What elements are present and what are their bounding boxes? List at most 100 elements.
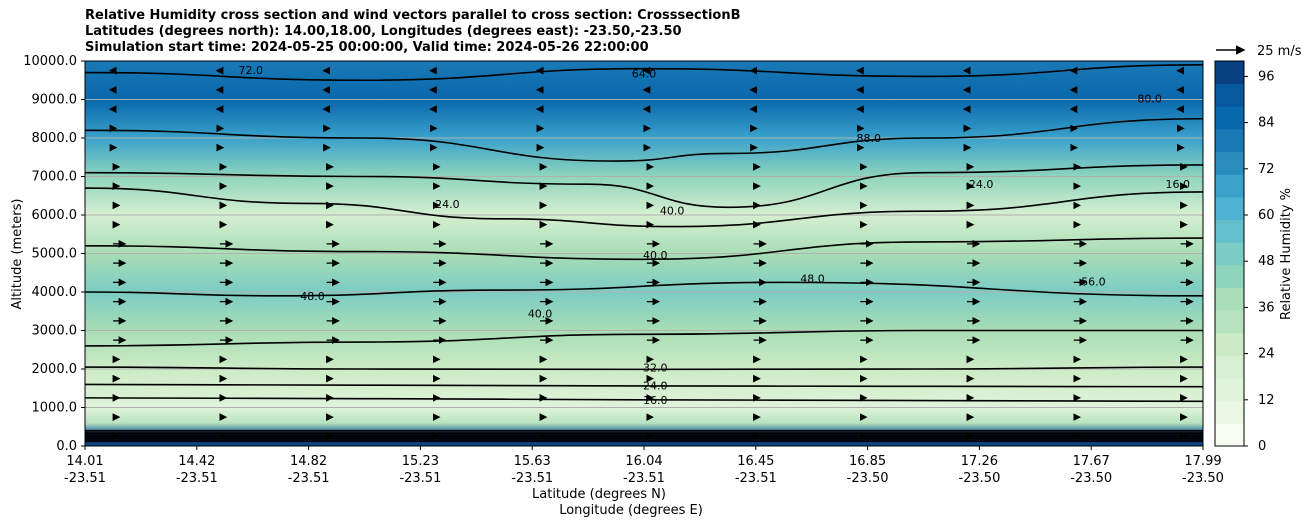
contour-line — [84, 366, 1204, 371]
contour-label: 24.0 — [643, 380, 668, 393]
colorbar-segment — [1215, 423, 1244, 447]
x-tick-label-lon: -23.51 — [735, 471, 777, 486]
y-tick-label: 3000.0 — [32, 324, 78, 339]
colorbar-segment — [1215, 355, 1244, 379]
contour-label: 32.0 — [643, 361, 668, 374]
contour-label: 72.0 — [238, 64, 263, 77]
colorbar-segment — [1215, 287, 1244, 311]
chart-title-line-3: Simulation start time: 2024-05-25 00:00:… — [85, 40, 649, 55]
chart-title-line-2: Latitudes (degrees north): 14.00,18.00, … — [85, 24, 682, 39]
colorbar-segment — [1215, 174, 1244, 198]
chart-title-line-1: Relative Humidity cross section and wind… — [85, 8, 741, 23]
y-tick-label: 8000.0 — [32, 131, 78, 146]
x-tick-label-lon: -23.50 — [958, 471, 1000, 486]
x-tick-label-lat: 15.23 — [402, 454, 439, 469]
contour-lines — [84, 64, 1204, 443]
y-tick-label: 2000.0 — [32, 362, 78, 377]
y-tick-label: 9000.0 — [32, 93, 78, 108]
colorbar-tick-label: 48 — [1258, 254, 1275, 269]
contour-label: 40.0 — [528, 308, 553, 321]
x-tick-label-lon: -23.51 — [176, 471, 218, 486]
quiver-key-label: 25 m/s — [1257, 44, 1302, 59]
contour-line — [84, 164, 1204, 209]
y-tick-label: 0.0 — [56, 439, 77, 454]
colorbar-segment — [1215, 196, 1244, 221]
colorbar-segment — [1215, 128, 1244, 153]
contour-label: 64.0 — [632, 67, 657, 80]
y-tick-label: 5000.0 — [32, 247, 78, 262]
x-tick-label-lat: 16.04 — [625, 454, 662, 469]
contour-label: 80.0 — [1137, 93, 1162, 106]
plot-area: 16.024.032.040.040.048.048.0 56.024.0 40.0… — [84, 60, 1204, 447]
contour-line — [84, 237, 1204, 261]
x-axis-label-secondary: Longitude (degrees E) — [559, 503, 703, 518]
x-tick-label-lon: -23.50 — [1070, 471, 1112, 486]
quiver-key: 25 m/s — [1216, 44, 1302, 59]
x-tick-label-lat: 17.26 — [961, 454, 998, 469]
contour-label: 16.0 — [1165, 178, 1190, 191]
x-tick-label-lon: -23.50 — [1182, 471, 1224, 486]
contour-line — [84, 397, 1204, 403]
colorbar-segment — [1215, 106, 1244, 130]
y-tick-label: 4000.0 — [32, 285, 78, 300]
colorbar-tick-label: 96 — [1258, 69, 1275, 84]
contour-label: 40.0 — [660, 204, 685, 217]
x-tick-label-lat: 14.01 — [66, 454, 103, 469]
colorbar-segment — [1215, 242, 1244, 266]
colorbar-tick-label: 60 — [1258, 208, 1275, 223]
contour-label: 40.0 — [643, 249, 668, 262]
colorbar-tick-label: 12 — [1258, 393, 1275, 408]
x-tick-label-lat: 15.63 — [514, 454, 551, 469]
x-tick-label-lat: 14.42 — [178, 454, 215, 469]
x-axis-label: Latitude (degrees N) — [532, 487, 666, 502]
contour-label: 24.0 — [969, 178, 994, 191]
contour-label: 48.0 — [300, 290, 325, 303]
x-tick-label-lat: 16.85 — [849, 454, 886, 469]
x-tick-label-lon: -23.51 — [623, 471, 665, 486]
contour-line — [84, 187, 1204, 228]
x-tick-label-lon: -23.51 — [399, 471, 441, 486]
colorbar-segment — [1215, 400, 1244, 424]
colorbar-tick-label: 24 — [1258, 347, 1275, 362]
colorbar-segment — [1215, 219, 1244, 243]
contour-line — [84, 383, 1204, 388]
x-tick-label-lon: -23.51 — [288, 471, 330, 486]
contour-label: 88.0 — [856, 132, 881, 145]
x-tick-label-lat: 17.67 — [1073, 454, 1110, 469]
x-tick-label-lon: -23.50 — [847, 471, 889, 486]
y-tick-label: 1000.0 — [32, 401, 78, 416]
colorbar-label: Relative Humidity % — [1279, 188, 1294, 320]
colorbar-segment — [1215, 264, 1244, 288]
x-tick-label-lon: -23.51 — [511, 471, 553, 486]
colorbar-tick-label: 36 — [1258, 300, 1275, 315]
contour-label: 16.0 — [643, 394, 668, 407]
x-tick-label-lon: -23.51 — [64, 471, 106, 486]
contour-line — [84, 281, 1204, 297]
colorbar-segment — [1215, 332, 1244, 356]
x-tick-label-lat: 16.45 — [737, 454, 774, 469]
x-tick-label-lat: 14.82 — [290, 454, 327, 469]
contour-line — [84, 117, 1204, 162]
colorbar-tick-label: 0 — [1258, 439, 1266, 454]
colorbar-segment — [1215, 61, 1244, 85]
colorbar-tick-label: 84 — [1258, 116, 1275, 131]
colorbar-frame — [1214, 60, 1245, 447]
colorbar-segment — [1215, 378, 1244, 402]
x-tick-label-lat: 17.99 — [1184, 454, 1221, 469]
contour-line — [84, 329, 1203, 347]
colorbar-tick-label: 72 — [1258, 162, 1275, 177]
colorbar-segment — [1215, 310, 1244, 334]
y-tick-label: 7000.0 — [32, 170, 78, 185]
wind-vectors — [108, 66, 1194, 441]
y-axis-label: Altitude (meters) — [10, 199, 25, 310]
contour-label: 24.0 — [435, 198, 460, 211]
y-axis: 0.0 1000.0 2000.0 3000.0 4000.0 5000.0 6000.0 7… — [23, 54, 85, 454]
colorbar: 0 12 24 36 48 60 72 84 96 — [1214, 60, 1275, 454]
contour-label: 48.0 — [800, 273, 825, 286]
x-axis: 14.01 -23.51 14.42 -23.51 14.82 -23.51 15.23 -2… — [64, 446, 1224, 486]
colorbar-segment — [1215, 83, 1244, 107]
y-tick-label: 6000.0 — [32, 208, 78, 223]
colorbar-segment — [1215, 151, 1244, 175]
contour-label: 56.0 — [1081, 276, 1106, 289]
